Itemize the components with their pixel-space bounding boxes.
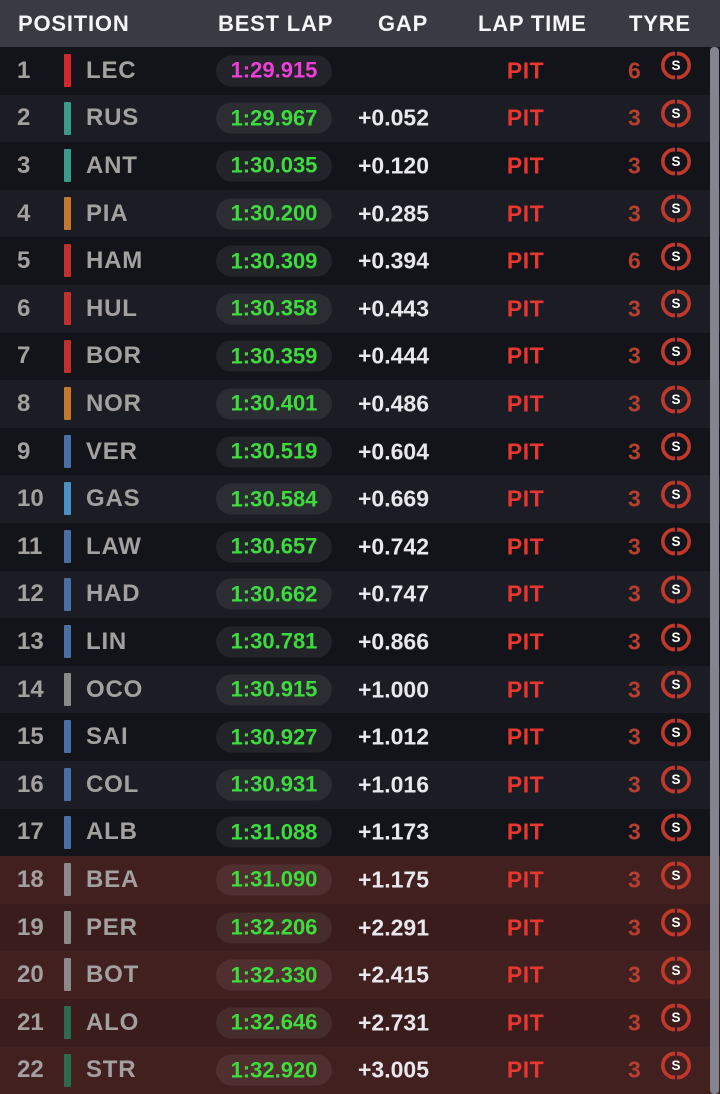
svg-text:S: S: [671, 820, 680, 835]
svg-text:S: S: [671, 392, 680, 407]
svg-text:S: S: [671, 915, 680, 930]
svg-text:S: S: [671, 868, 680, 883]
svg-text:S: S: [671, 772, 680, 787]
svg-text:S: S: [671, 1058, 680, 1073]
svg-text:S: S: [671, 154, 680, 169]
svg-text:S: S: [671, 58, 680, 73]
svg-text:S: S: [671, 582, 680, 597]
svg-text:S: S: [671, 201, 680, 216]
svg-text:S: S: [671, 439, 680, 454]
svg-text:S: S: [671, 1010, 680, 1025]
svg-text:S: S: [671, 630, 680, 645]
svg-text:S: S: [671, 487, 680, 502]
svg-text:S: S: [671, 963, 680, 978]
svg-text:S: S: [671, 677, 680, 692]
svg-text:S: S: [671, 296, 680, 311]
svg-text:S: S: [671, 534, 680, 549]
svg-text:S: S: [671, 249, 680, 264]
svg-text:S: S: [671, 344, 680, 359]
svg-text:S: S: [671, 106, 680, 121]
svg-text:S: S: [671, 725, 680, 740]
